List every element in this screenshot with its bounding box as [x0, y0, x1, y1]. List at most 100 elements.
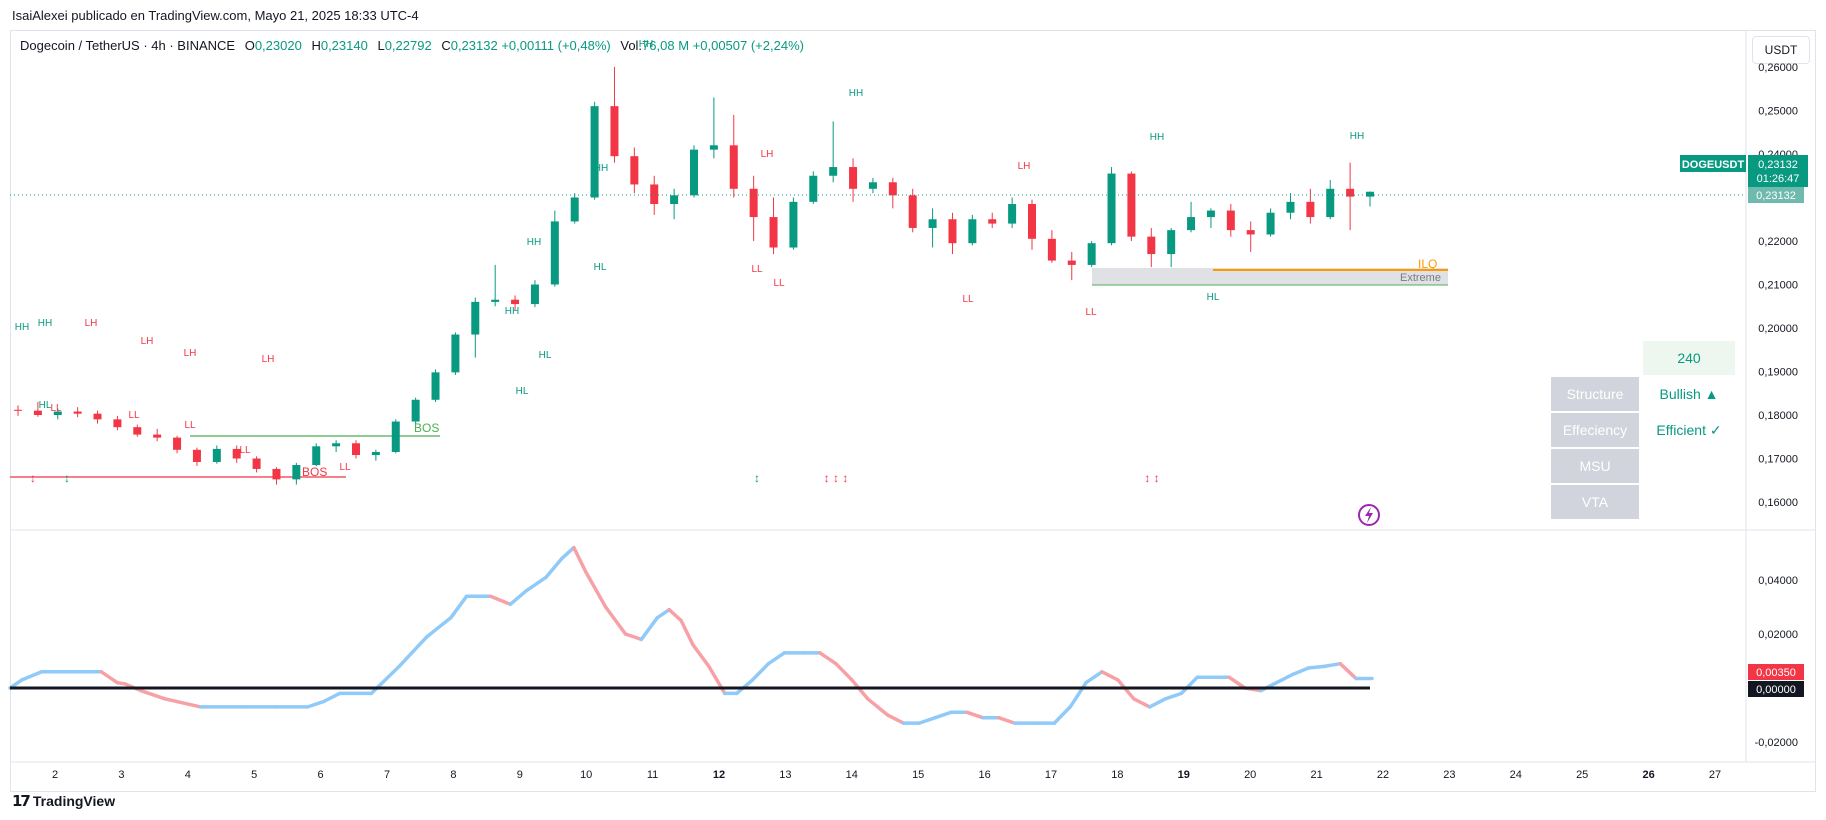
lightning-icon[interactable] — [1358, 504, 1380, 526]
candle — [690, 145, 698, 198]
time-tick-label: 18 — [1111, 769, 1123, 781]
time-tick-label: 14 — [846, 769, 858, 781]
efficiency-label: Effeciency — [1551, 413, 1639, 447]
osc-segment — [321, 691, 342, 704]
osc-tick-label: 0,04000 — [1758, 575, 1798, 587]
osc-segment — [603, 605, 628, 636]
time-tick-label: 20 — [1244, 769, 1256, 781]
low-label: L — [377, 38, 385, 53]
volume-label: Vol. — [620, 38, 643, 53]
osc-segment — [691, 643, 711, 669]
candle — [272, 467, 281, 485]
osc-segment — [572, 545, 588, 574]
structure-value: Bullish ▲ — [1659, 386, 1719, 402]
candle — [550, 210, 559, 287]
time-tick-label: 23 — [1443, 769, 1455, 781]
close-value: 0,23132 — [450, 38, 498, 53]
candle — [1326, 180, 1335, 220]
msu-label: MSU — [1551, 449, 1639, 483]
candle — [1147, 227, 1156, 268]
price-tick-label: 0,22000 — [1758, 236, 1798, 248]
osc-tick-label: -0,02000 — [1755, 737, 1798, 749]
pivot-label: HH — [15, 322, 29, 333]
extreme-zone — [1092, 268, 1448, 285]
osc-segment — [639, 616, 659, 642]
candle — [769, 197, 778, 255]
osc-segment — [766, 651, 787, 666]
time-tick-label: 17 — [1045, 769, 1057, 781]
candle — [1306, 188, 1315, 224]
brand-logo[interactable]: 𝟭𝟳 TradingView — [12, 792, 115, 810]
candle — [530, 280, 539, 308]
symbol-title[interactable]: Dogecoin / TetherUS · 4h · BINANCE — [20, 38, 236, 53]
osc-segment — [99, 670, 119, 685]
osc-segment — [1322, 661, 1342, 669]
osc-segment — [1052, 705, 1072, 725]
pivot-label: LH — [184, 348, 197, 359]
osc-segment — [1338, 661, 1358, 681]
candle — [670, 188, 679, 220]
pivot-label: LL — [339, 462, 351, 473]
osc-segment — [679, 618, 695, 647]
symbol-legend: Dogecoin / TetherUS · 4h · BINANCE O 0,23… — [20, 38, 804, 53]
candle — [1127, 171, 1136, 241]
candle — [1107, 167, 1116, 246]
candle — [888, 177, 897, 209]
pivot-label: HL — [516, 386, 529, 397]
close-label: C — [441, 38, 451, 53]
candle — [1087, 241, 1096, 268]
last-price-tag: 0,23132 01:26:47 — [1748, 155, 1808, 187]
candle — [511, 295, 520, 311]
osc-segment — [139, 688, 167, 701]
pivot-label: LL — [751, 264, 763, 275]
signal-arrows-right: ↕ ↕ — [1144, 471, 1159, 485]
bos-label-lower: BOS — [302, 465, 327, 479]
price-tick-label: 0,25000 — [1758, 106, 1798, 118]
candle — [53, 408, 62, 420]
osc-segment — [1147, 697, 1168, 709]
pivot-label: LL — [773, 278, 785, 289]
candle — [33, 401, 42, 417]
low-value: 0,22792 — [384, 38, 432, 53]
osc-value-tag: 0,00350 — [1748, 664, 1804, 680]
time-tick-label: 11 — [647, 769, 658, 781]
osc-segment — [425, 616, 453, 639]
pivot-label: LL — [128, 410, 140, 421]
candle — [1346, 162, 1355, 231]
candle — [868, 177, 877, 194]
osc-segment — [667, 607, 683, 623]
osc-segment — [163, 697, 203, 709]
candle — [610, 67, 619, 163]
candle — [630, 147, 639, 194]
candle — [1366, 191, 1374, 207]
change-value: +0,00111 (+0,48%) — [501, 38, 611, 53]
pivot-label: LH — [761, 149, 774, 160]
osc-value-text: 0,00350 — [1756, 667, 1796, 679]
candle — [829, 121, 838, 183]
candle — [113, 415, 122, 431]
time-tick-label: 13 — [779, 769, 791, 781]
osc-segment — [20, 670, 44, 682]
pivot-label: HL — [594, 262, 607, 273]
candle — [431, 369, 440, 402]
volume-change: +0,00507 (+2,24%) — [692, 38, 804, 53]
price-tick-label: 0,16000 — [1758, 497, 1798, 509]
pivot-label: LH — [1018, 161, 1031, 172]
osc-segment — [449, 594, 469, 620]
osc-segment — [1163, 691, 1184, 701]
pivot-label: HH — [1150, 132, 1164, 143]
price-tick-label: 0,26000 — [1758, 62, 1798, 74]
time-tick-label: 6 — [318, 769, 324, 781]
time-tick-label: 22 — [1377, 769, 1389, 781]
timeframe-cell: 240 — [1643, 341, 1735, 375]
candle — [1206, 208, 1215, 228]
candle — [312, 443, 321, 467]
candle — [1286, 193, 1295, 220]
time-tick-label: 12 — [713, 769, 725, 781]
candle — [371, 449, 380, 461]
open-label: O — [244, 38, 255, 53]
time-tick-label: 19 — [1178, 769, 1190, 781]
currency-button[interactable]: USDT — [1752, 36, 1810, 64]
candle — [352, 440, 360, 459]
